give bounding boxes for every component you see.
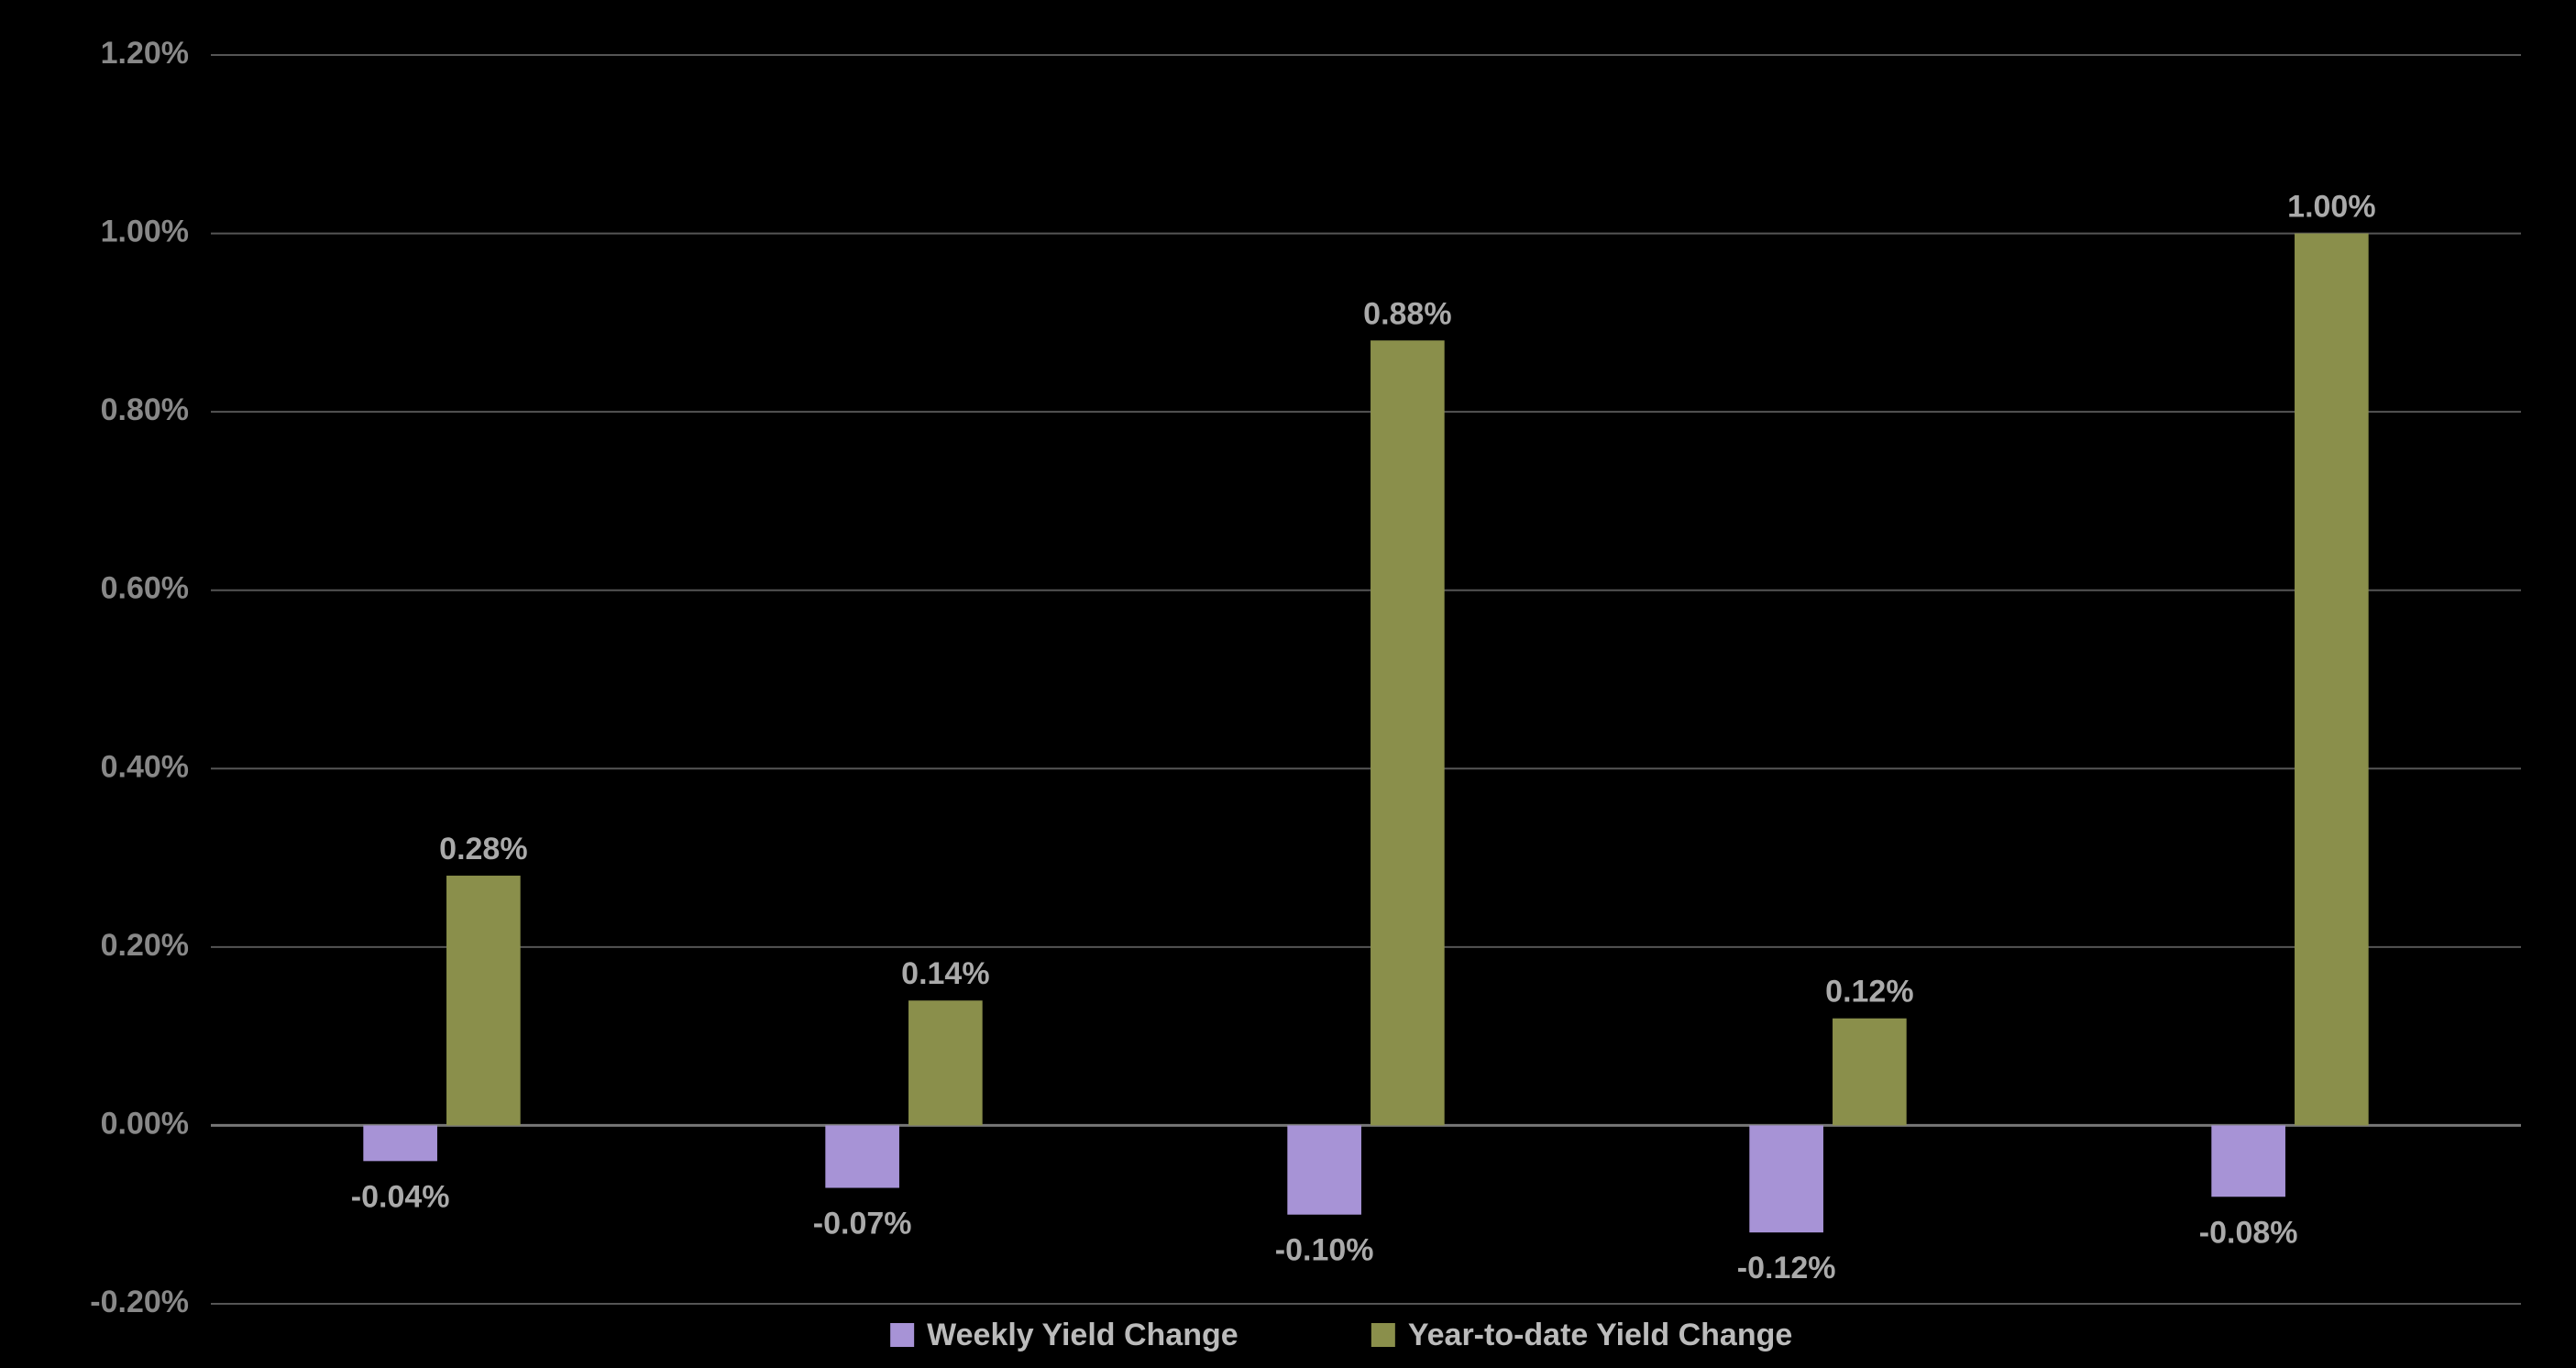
- bar: [446, 876, 521, 1125]
- bar-value-label: -0.10%: [1275, 1233, 1374, 1268]
- bar: [908, 1000, 983, 1125]
- bar-value-label: -0.04%: [351, 1179, 450, 1214]
- y-axis-tick-label: 0.80%: [101, 392, 189, 427]
- bar-value-label: -0.12%: [1737, 1251, 1836, 1285]
- legend-swatch: [890, 1323, 914, 1347]
- legend-label: Weekly Yield Change: [927, 1318, 1238, 1352]
- y-axis-tick-label: 0.20%: [101, 928, 189, 963]
- y-axis-tick-label: 0.40%: [101, 749, 189, 784]
- y-axis-tick-label: -0.20%: [90, 1285, 189, 1319]
- y-axis-tick-label: 1.00%: [101, 215, 189, 249]
- yield-change-chart: -0.20% 0.00% 0.20% 0.40% 0.60% 0.80% 1.00% 1.20…: [0, 0, 2576, 1368]
- bar: [825, 1125, 899, 1187]
- bar-value-label: 0.28%: [439, 832, 527, 866]
- legend-label: Year-to-date Yield Change: [1408, 1318, 1792, 1352]
- bar: [1749, 1125, 1823, 1232]
- bar-value-label: 0.12%: [1825, 975, 1913, 1009]
- legend-swatch: [1371, 1323, 1395, 1347]
- y-axis-tick-label: 0.00%: [101, 1106, 189, 1141]
- bar: [2295, 234, 2369, 1126]
- bar: [1287, 1125, 1361, 1214]
- y-axis-tick-label: 0.60%: [101, 571, 189, 606]
- bar-value-label: 0.88%: [1363, 296, 1451, 331]
- bar: [1833, 1019, 1907, 1126]
- y-axis-tick-label: 1.20%: [101, 36, 189, 71]
- bar-value-label: -0.07%: [813, 1207, 912, 1241]
- bar-value-label: 0.14%: [901, 956, 989, 991]
- bar-value-label: 1.00%: [2287, 190, 2375, 225]
- chart-svg: -0.20% 0.00% 0.20% 0.40% 0.60% 0.80% 1.00% 1.20…: [0, 0, 2576, 1368]
- bar: [1371, 340, 1445, 1125]
- bar: [363, 1125, 437, 1161]
- bar-value-label: -0.08%: [2199, 1215, 2298, 1250]
- bar: [2211, 1125, 2285, 1197]
